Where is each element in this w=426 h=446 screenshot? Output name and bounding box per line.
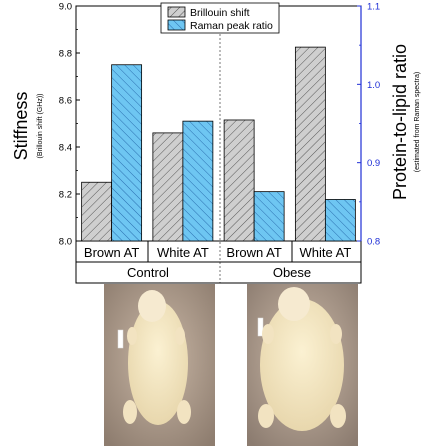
group-label-obese: Obese [273,265,311,280]
legend-swatch-brillouin [167,6,186,18]
legend-label-brillouin: Brillouin shift [190,7,250,19]
bars-layer [81,46,356,242]
left-axis-title: Stiffness [11,92,31,161]
right-tick-label-1: 0.9 [367,158,380,169]
control-rat-tag [117,329,124,349]
category-label-0: Brown AT [84,245,139,260]
obese-rat-body [260,299,344,431]
category-label-3: White AT [299,245,351,260]
bar-brillouin-1 [152,132,184,242]
control-rat-body [128,301,188,425]
right-tick-label-3: 1.1 [367,2,380,13]
left-tick-label-1: 8.2 [59,190,72,201]
obese-rat-leg-l [258,404,274,428]
obese-rat-arm-r [330,324,342,344]
bar-brillouin-0 [81,181,113,242]
bar-raman-3 [324,199,356,242]
left-axis: 8.0 8.2 8.4 8.6 8.8 9.0 [59,2,80,248]
category-labels: Brown AT White AT Brown AT White AT [84,245,351,260]
obese-rat-photo [247,284,358,446]
left-axis-subtitle: (Brillouin shift (GHz)) [37,94,44,159]
bar-brillouin-3 [294,46,326,242]
obese-rat-arm-l [262,324,274,344]
right-axis-title: Protein-to-lipid ratio [390,44,410,200]
control-rat-photo [104,284,215,446]
left-tick-label-2: 8.4 [59,143,72,154]
control-rat-leg-l [123,400,137,424]
control-rat-arm-r [175,327,185,345]
group-label-control: Control [127,265,169,280]
left-tick-label-3: 8.6 [59,96,72,107]
control-rat-leg-r [177,400,191,424]
obese-rat-tag [257,317,264,337]
bar-raman-2 [253,191,285,242]
bar-raman-0 [111,64,143,242]
control-rat-head [138,290,166,322]
right-tick-label-2: 1.0 [367,80,380,91]
obese-rat-head [278,287,310,321]
left-tick-label-5: 9.0 [59,2,72,13]
obese-rat-leg-r [330,404,346,428]
control-rat-arm-l [127,327,137,345]
legend-swatch-raman [167,19,186,31]
right-axis-subtitle: (estimated from Raman spectra) [414,72,421,172]
bar-raman-1 [182,120,214,242]
legend-label-raman: Raman peak ratio [190,20,273,32]
bar-brillouin-2 [223,119,255,242]
category-label-1: White AT [157,245,209,260]
left-tick-label-4: 8.8 [59,49,72,60]
right-axis: 0.8 0.9 1.0 1.1 [357,2,380,248]
right-tick-label-0: 0.8 [367,237,380,248]
category-label-2: Brown AT [226,245,281,260]
legend: Brillouin shift Raman peak ratio [160,2,280,34]
left-tick-label-0: 8.0 [59,237,72,248]
